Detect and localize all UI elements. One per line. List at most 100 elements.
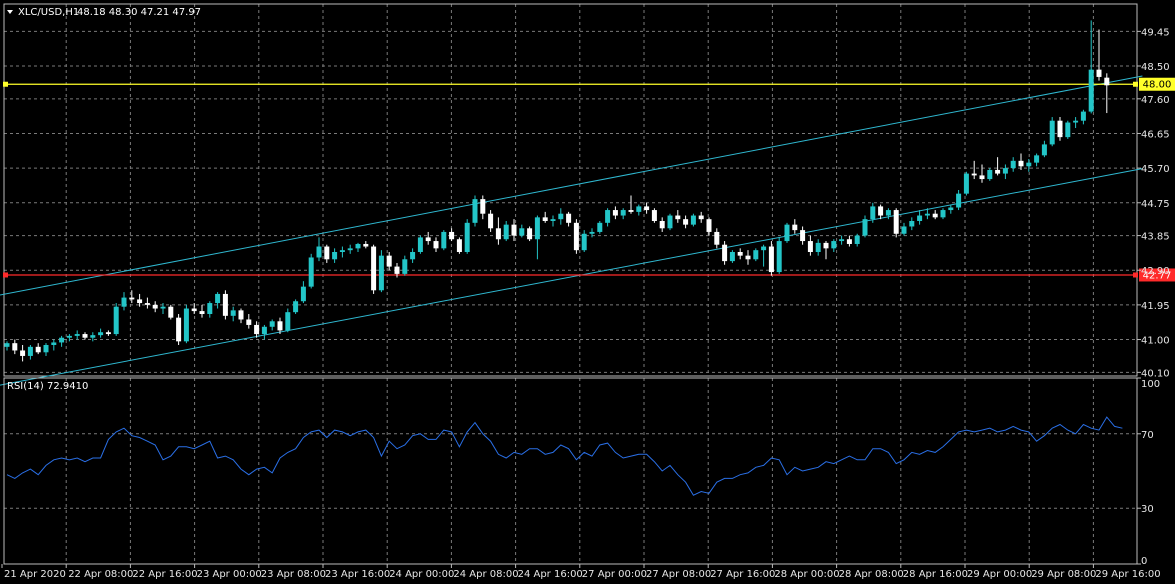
candle [90,332,96,342]
candle [285,308,291,333]
rsi-tick-label: 0 [1141,556,1147,567]
candle-body [940,210,946,218]
time-tick-label: 29 Apr 00:00 [967,569,1032,580]
candle-body [12,343,18,351]
candle [74,330,80,340]
candle-body [761,246,767,251]
candle [480,195,486,220]
candle [347,244,353,254]
candle-body [589,231,595,234]
rsi-series [6,416,1123,496]
rsi-panel-frame [3,377,1138,565]
candle [940,208,946,220]
candle-body [550,219,556,221]
rsi-grid [4,378,1137,564]
candle [152,301,158,313]
level-handle-left[interactable] [3,272,8,278]
candle [66,334,72,342]
candle [129,290,135,304]
candle [878,204,884,220]
candle [121,292,127,311]
level-handle-right[interactable] [1133,81,1138,87]
candle [1026,159,1032,172]
candle [745,250,751,265]
level-handle-right[interactable] [1133,272,1138,278]
price-tick-label: 41.00 [1141,336,1170,347]
candle [1096,29,1102,81]
candle [605,208,611,227]
candle-body [503,224,509,240]
candle-body [932,213,938,218]
candle-body [628,210,634,212]
candle-body [690,215,696,225]
candle [800,226,806,245]
level-handle-left[interactable] [3,81,8,87]
candle-body [35,346,41,353]
trend-channel[interactable] [0,75,1143,386]
candle-body [176,317,182,342]
price-panel[interactable]: 48.00 42.77 49.45 48.50 47.60 46.65 45.70 44.7… [0,3,1175,386]
candle [98,328,104,338]
candle [1018,153,1024,170]
price-tick-label: 44.75 [1141,199,1170,210]
candle-body [807,241,813,252]
candle [168,304,174,320]
candle [402,255,408,276]
level-price-tag [1139,77,1175,91]
candle-body [683,219,689,225]
price-tick-label: 41.95 [1141,301,1170,312]
candle-body [121,297,127,307]
candle [441,230,447,251]
dropdown-triangle-icon[interactable] [7,10,13,14]
price-tick-label: 48.50 [1141,62,1170,73]
candle-body [363,243,369,247]
horizontal-levels[interactable]: 48.00 42.77 [3,77,1175,282]
candle [277,317,283,335]
candle [675,210,681,223]
candle-body [1026,162,1032,167]
rsi-tick-label: 100 [1141,379,1160,390]
candle-body [339,250,345,252]
rsi-line [6,416,1123,496]
candle [729,250,735,263]
time-tick-label: 27 Apr 16:00 [710,569,775,580]
price-tick-label: 46.65 [1141,129,1170,140]
candle-body [768,246,774,273]
candle [1041,140,1047,158]
candle [854,233,860,247]
channel-upper-line[interactable] [0,75,1143,296]
candle-body [651,210,657,221]
candle-body [534,217,540,240]
candle [1057,117,1063,141]
candle-body [1096,69,1102,77]
candle-body [51,342,57,345]
candle [636,204,642,216]
candle-body [581,233,587,251]
candle [893,208,899,238]
rsi-panel[interactable]: 100 70 30 0 RSI(14) 72.9410 [3,377,1160,567]
price-tick-label: 47.60 [1141,95,1170,106]
candle [316,237,322,262]
channel-lower-line[interactable] [0,168,1143,386]
rsi-axis: 100 70 30 0 [1137,377,1160,567]
candle-body [1073,120,1079,123]
candle [612,206,618,220]
candle-body [495,228,501,240]
candle [995,157,1001,176]
candle-body [316,246,322,258]
candle [831,239,837,252]
candle [12,339,18,355]
candle [784,222,790,243]
candle [753,248,759,262]
candle [176,314,182,345]
candle [706,217,712,236]
candle [1088,20,1094,114]
candle-body [144,303,150,305]
time-tick-label: 29 Apr 16:00 [1095,569,1160,580]
candle-body [27,346,33,356]
candle [644,202,650,214]
level-price-tag [1139,268,1175,282]
candle-body [456,239,462,252]
candle [1065,120,1071,139]
candle [293,299,299,314]
